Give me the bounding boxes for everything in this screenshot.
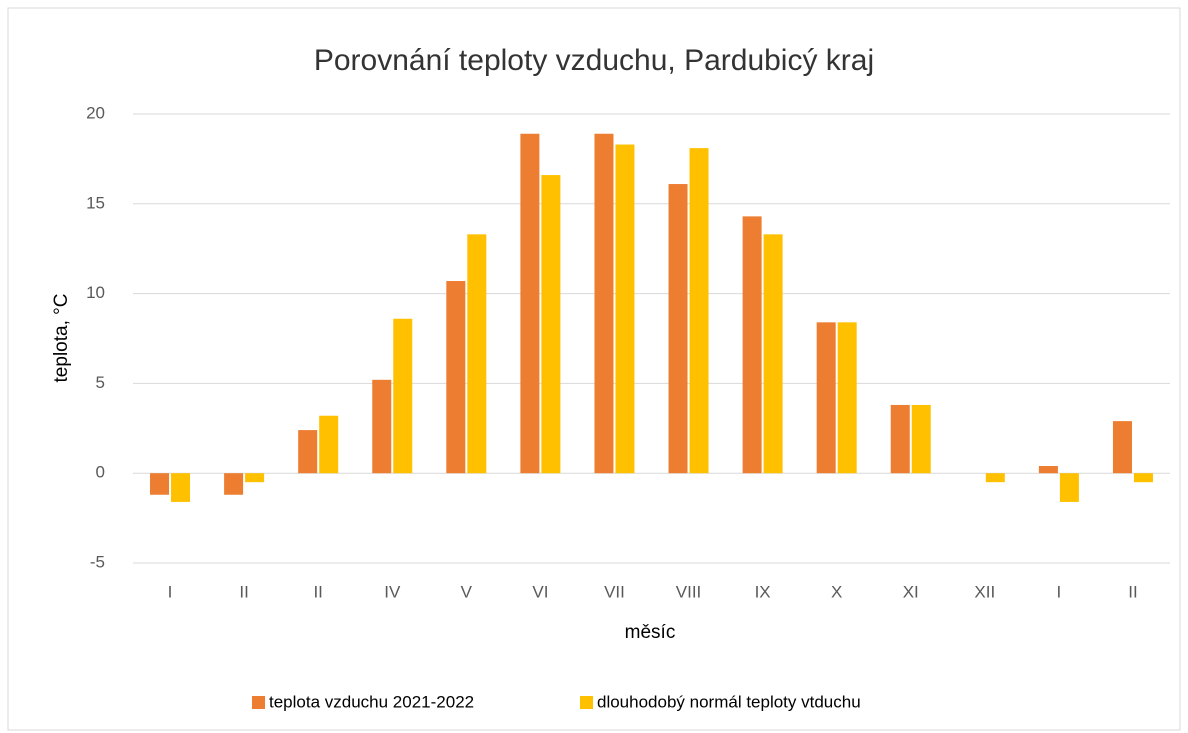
bar: [1133, 473, 1153, 483]
y-tick-label: -5: [90, 552, 105, 571]
bar: [668, 184, 688, 474]
x-tick-label: VIII: [676, 582, 702, 601]
bar: [837, 322, 857, 474]
bar: [985, 473, 1005, 483]
bar: [150, 473, 170, 495]
x-tick-label: I: [1057, 582, 1062, 601]
chart-title: Porovnání teploty vzduchu, Pardubicý kra…: [314, 44, 874, 77]
chart-border: [7, 7, 1181, 731]
bar: [298, 430, 318, 474]
y-tick-label: 20: [86, 103, 105, 122]
x-tick-label: VI: [532, 582, 548, 601]
bar: [1038, 466, 1058, 474]
legend-swatch: [580, 696, 593, 709]
x-tick-label: II: [1128, 582, 1137, 601]
x-tick-label: V: [461, 582, 473, 601]
bar: [372, 379, 392, 474]
bar: [816, 322, 836, 474]
bar: [689, 148, 709, 474]
bar: [615, 144, 635, 474]
bar: [890, 404, 910, 474]
x-tick-label: X: [831, 582, 842, 601]
x-tick-label: II: [239, 582, 248, 601]
bar: [245, 473, 265, 483]
bar: [763, 234, 783, 474]
y-tick-label: 10: [86, 283, 105, 302]
bar: [393, 318, 413, 474]
y-axis-label: teplota, °C: [51, 294, 72, 383]
x-tick-label: XI: [903, 582, 919, 601]
bar: [911, 404, 931, 474]
y-tick-label: 15: [86, 193, 105, 212]
y-tick-label: 0: [96, 463, 105, 482]
bar: [742, 216, 762, 474]
y-tick-label: 5: [96, 373, 105, 392]
x-tick-label: XII: [974, 582, 995, 601]
bar: [594, 133, 614, 474]
bar: [224, 473, 244, 495]
legend-swatch: [252, 696, 265, 709]
x-tick-label: VII: [604, 582, 625, 601]
bar: [520, 133, 540, 474]
x-tick-label: I: [168, 582, 173, 601]
x-tick-label: II: [313, 582, 322, 601]
bar: [446, 281, 466, 474]
legend-label: dlouhodobý normál teploty vtduchu: [597, 692, 861, 711]
x-axis-label: měsíc: [625, 622, 676, 643]
x-tick-label: IX: [755, 582, 771, 601]
x-tick-label: IV: [384, 582, 401, 601]
bar: [1112, 421, 1132, 474]
bar: [171, 473, 191, 502]
bar: [467, 234, 487, 474]
bar: [1059, 473, 1079, 502]
bar: [541, 175, 561, 474]
bar: [319, 415, 339, 474]
legend-label: teplota vzduchu 2021-2022: [269, 692, 474, 711]
